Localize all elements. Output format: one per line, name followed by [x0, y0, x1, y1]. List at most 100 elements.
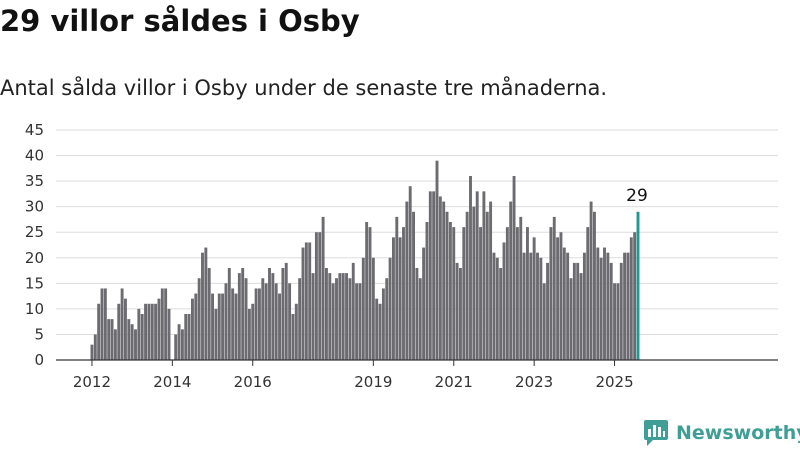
- bar: [552, 216, 556, 360]
- bar: [97, 303, 101, 360]
- bar: [489, 201, 493, 360]
- bar: [415, 268, 419, 360]
- bar: [341, 273, 345, 360]
- bar: [264, 283, 268, 360]
- bar: [338, 273, 342, 360]
- bar: [217, 293, 221, 360]
- bar: [623, 252, 627, 360]
- bar: [177, 324, 181, 360]
- bar: [626, 252, 630, 360]
- bar: [572, 262, 576, 360]
- bar: [150, 303, 154, 360]
- bar: [335, 278, 338, 360]
- chart-title: 29 villor såldes i Osby: [0, 4, 360, 38]
- bar: [549, 227, 553, 360]
- bar: [144, 303, 147, 360]
- bar: [482, 191, 486, 360]
- bar: [609, 262, 613, 360]
- bar: [465, 211, 469, 360]
- bar: [291, 314, 295, 360]
- bar: [191, 298, 194, 360]
- bar: [278, 293, 281, 360]
- bar: [251, 303, 255, 360]
- bar: [241, 268, 245, 360]
- bar: [201, 252, 204, 360]
- bar: [381, 288, 385, 360]
- bar: [448, 222, 452, 360]
- bar: [499, 268, 503, 360]
- bar: [556, 237, 560, 360]
- bar: [438, 196, 442, 360]
- x-tick-label: 2025: [595, 373, 633, 391]
- bar: [237, 273, 241, 360]
- bar: [294, 303, 298, 360]
- y-tick-label: 10: [25, 300, 44, 318]
- bar: [422, 247, 426, 360]
- bar: [274, 283, 278, 360]
- y-axis-ticks: 0 5 10 15 20 25 30 35 40 45: [25, 121, 44, 369]
- bar: [445, 211, 449, 360]
- bar: [221, 293, 225, 360]
- bar: [536, 252, 539, 360]
- bar: [345, 273, 348, 360]
- bar: [519, 216, 523, 360]
- bar: [113, 329, 117, 360]
- bar: [134, 329, 137, 360]
- bar: [576, 262, 580, 360]
- bar: [174, 334, 178, 360]
- bar: [268, 268, 271, 360]
- x-tick-label: 2014: [153, 373, 191, 391]
- brand-name: Newsworthy: [676, 422, 800, 444]
- bar: [529, 252, 533, 360]
- bar: [258, 288, 261, 360]
- bar: [522, 252, 526, 360]
- bar: [593, 211, 596, 360]
- bar: [244, 278, 248, 360]
- bar: [579, 273, 583, 360]
- bar: [140, 314, 144, 360]
- bar: [492, 252, 496, 360]
- y-tick-label: 35: [25, 172, 44, 190]
- bar: [247, 308, 251, 360]
- y-tick-label: 30: [25, 198, 44, 216]
- bar: [157, 298, 161, 360]
- bar: [314, 232, 318, 360]
- bar: [475, 191, 479, 360]
- bar: [398, 237, 402, 360]
- bar: [505, 227, 509, 360]
- bar: [526, 227, 529, 360]
- bar: [502, 242, 506, 360]
- bar: [512, 176, 516, 360]
- bar: [569, 278, 573, 360]
- bar: [412, 211, 415, 360]
- bar: [385, 278, 389, 360]
- bar-latest: [636, 211, 640, 360]
- chart-subtitle: Antal sålda villor i Osby under de senas…: [0, 76, 608, 100]
- bar: [485, 211, 489, 360]
- bar: [515, 227, 519, 360]
- bar: [408, 186, 412, 360]
- y-tick-label: 45: [25, 121, 44, 139]
- bar: [130, 324, 134, 360]
- bar: [117, 303, 121, 360]
- bar: [204, 247, 208, 360]
- bar: [124, 298, 127, 360]
- bar: [616, 283, 620, 360]
- bar: [509, 201, 513, 360]
- bar: [613, 283, 616, 360]
- bar: [154, 303, 158, 360]
- bar: [100, 288, 104, 360]
- bar: [224, 283, 228, 360]
- bar: [358, 283, 362, 360]
- bar: [231, 288, 235, 360]
- bar: [442, 201, 446, 360]
- bar: [479, 227, 482, 360]
- bar: [371, 257, 375, 360]
- bar: [147, 303, 151, 360]
- x-tick-label: 2016: [234, 373, 272, 391]
- bar: [184, 314, 188, 360]
- bar: [589, 201, 593, 360]
- x-axis-ticks: 2012 2014 2016 2019 2021 2023 2025: [73, 360, 634, 391]
- bar: [301, 247, 305, 360]
